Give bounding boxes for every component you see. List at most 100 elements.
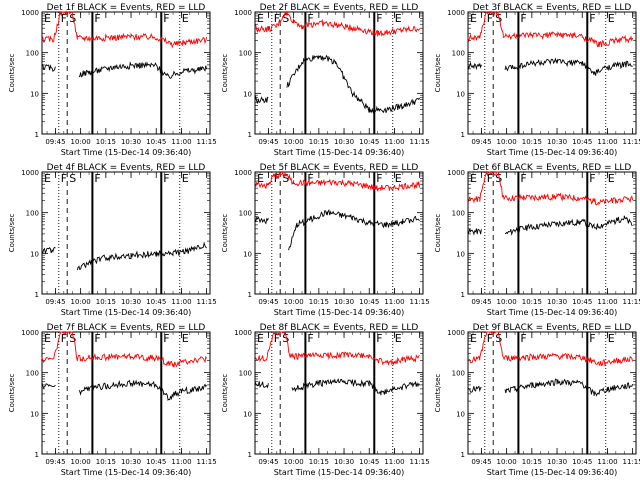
y-tick-label: 1000 <box>447 9 465 17</box>
marker-label: F <box>376 172 382 185</box>
y-tick-label: 1 <box>248 451 252 459</box>
detector-plot-3: Det 3f BLACK = Events, RED = LLD Counts/s… <box>434 3 640 157</box>
x-tick-label: 10:45 <box>359 298 379 306</box>
y-axis-label: Counts/sec <box>8 54 16 93</box>
x-tick-label: 10:30 <box>334 458 354 466</box>
x-tick-label: 09:45 <box>45 138 65 146</box>
x-tick-label: 10:00 <box>71 138 91 146</box>
y-axis-label: Counts/sec <box>221 54 229 93</box>
y-tick-label: 1 <box>461 451 465 459</box>
marker-label: F <box>163 172 169 185</box>
y-tick-label: 1000 <box>447 329 465 337</box>
y-axis-label: Counts/sec <box>8 374 16 413</box>
plot-title: Det 5f BLACK = Events, RED = LLD <box>260 163 419 173</box>
y-tick-label: 1 <box>35 131 39 139</box>
plot-title: Det 8f BLACK = Events, RED = LLD <box>260 323 419 333</box>
y-tick-label: 10 <box>456 250 465 258</box>
x-tick-label: 10:30 <box>121 298 141 306</box>
y-axis-label: Counts/sec <box>434 374 442 413</box>
x-tick-label: 10:00 <box>284 138 304 146</box>
marker-label: S <box>495 332 502 345</box>
y-axis-label: Counts/sec <box>221 374 229 413</box>
y-tick-label: 10 <box>456 410 465 418</box>
y-tick-label: 10 <box>243 90 252 98</box>
x-tick-label: 09:45 <box>45 298 65 306</box>
x-tick-label: 11:00 <box>171 298 191 306</box>
x-tick-label: 11:00 <box>384 138 404 146</box>
x-tick-label: 10:15 <box>522 458 542 466</box>
marker-label: F <box>61 12 67 25</box>
x-tick-label: 11:15 <box>623 458 640 466</box>
x-tick-label: 11:00 <box>597 458 617 466</box>
x-tick-label: 11:00 <box>171 458 191 466</box>
x-tick-label: 09:45 <box>258 138 278 146</box>
marker-label: F <box>487 332 493 345</box>
marker-label: S <box>69 332 76 345</box>
y-tick-label: 1000 <box>447 169 465 177</box>
marker-label: S <box>495 172 502 185</box>
marker-label: F <box>589 172 595 185</box>
y-tick-label: 100 <box>239 210 252 218</box>
x-tick-label: 10:15 <box>522 138 542 146</box>
marker-label: E <box>44 172 51 185</box>
marker-label: F <box>307 172 313 185</box>
x-tick-label: 10:45 <box>146 138 166 146</box>
x-axis-label: Start Time (15-Dec-14 09:36:40) <box>487 308 618 317</box>
plot-frame <box>254 171 424 295</box>
x-tick-label: 11:00 <box>384 298 404 306</box>
plot-frame <box>254 11 424 135</box>
lld-series-line <box>41 10 208 49</box>
x-tick-label: 09:45 <box>258 458 278 466</box>
marker-label: E <box>257 332 264 345</box>
x-tick-label: 11:15 <box>623 298 640 306</box>
marker-label: F <box>589 12 595 25</box>
events-series-line <box>255 208 420 251</box>
y-tick-label: 10 <box>30 90 39 98</box>
y-tick-label: 10 <box>243 250 252 258</box>
x-tick-label: 10:00 <box>497 298 517 306</box>
marker-label: S <box>282 172 289 185</box>
y-tick-label: 100 <box>26 210 39 218</box>
marker-label: E <box>395 12 402 25</box>
marker-label: E <box>395 332 402 345</box>
marker-label: E <box>182 332 189 345</box>
x-tick-label: 10:00 <box>71 458 91 466</box>
x-tick-label: 10:45 <box>359 458 379 466</box>
x-tick-label: 11:00 <box>597 298 617 306</box>
marker-label: F <box>94 332 100 345</box>
plot-frame <box>41 331 211 455</box>
marker-label: F <box>589 332 595 345</box>
y-tick-label: 10 <box>30 410 39 418</box>
marker-label: F <box>520 332 526 345</box>
plot-frame <box>41 171 211 295</box>
x-tick-label: 10:15 <box>309 298 329 306</box>
marker-label: E <box>182 172 189 185</box>
marker-label: S <box>69 172 76 185</box>
marker-label: E <box>470 332 477 345</box>
x-tick-label: 10:00 <box>71 298 91 306</box>
lld-series-line <box>467 331 634 367</box>
x-tick-label: 10:45 <box>572 298 592 306</box>
detector-plot-1: Det 1f BLACK = Events, RED = LLD Counts/s… <box>8 3 217 157</box>
x-tick-label: 10:00 <box>497 138 517 146</box>
y-tick-label: 1 <box>35 451 39 459</box>
plot-title: Det 9f BLACK = Events, RED = LLD <box>473 323 632 333</box>
y-tick-label: 1000 <box>234 329 252 337</box>
y-axis-label: Counts/sec <box>8 214 16 253</box>
plot-frame <box>467 11 637 135</box>
marker-label: E <box>44 332 51 345</box>
x-axis-label: Start Time (15-Dec-14 09:36:40) <box>61 308 192 317</box>
detector-plot-9: Det 9f BLACK = Events, RED = LLD Counts/s… <box>434 323 640 477</box>
x-tick-label: 10:30 <box>121 138 141 146</box>
x-tick-label: 11:00 <box>597 138 617 146</box>
y-tick-label: 1 <box>461 131 465 139</box>
x-tick-label: 10:15 <box>96 298 116 306</box>
x-tick-label: 10:30 <box>334 138 354 146</box>
detector-plot-6: Det 6f BLACK = Events, RED = LLD Counts/s… <box>434 163 640 317</box>
x-tick-label: 11:15 <box>623 138 640 146</box>
y-tick-label: 100 <box>452 210 465 218</box>
y-tick-label: 1000 <box>234 169 252 177</box>
y-tick-label: 1000 <box>21 9 39 17</box>
x-tick-label: 10:00 <box>284 458 304 466</box>
lld-series-line <box>254 10 421 37</box>
